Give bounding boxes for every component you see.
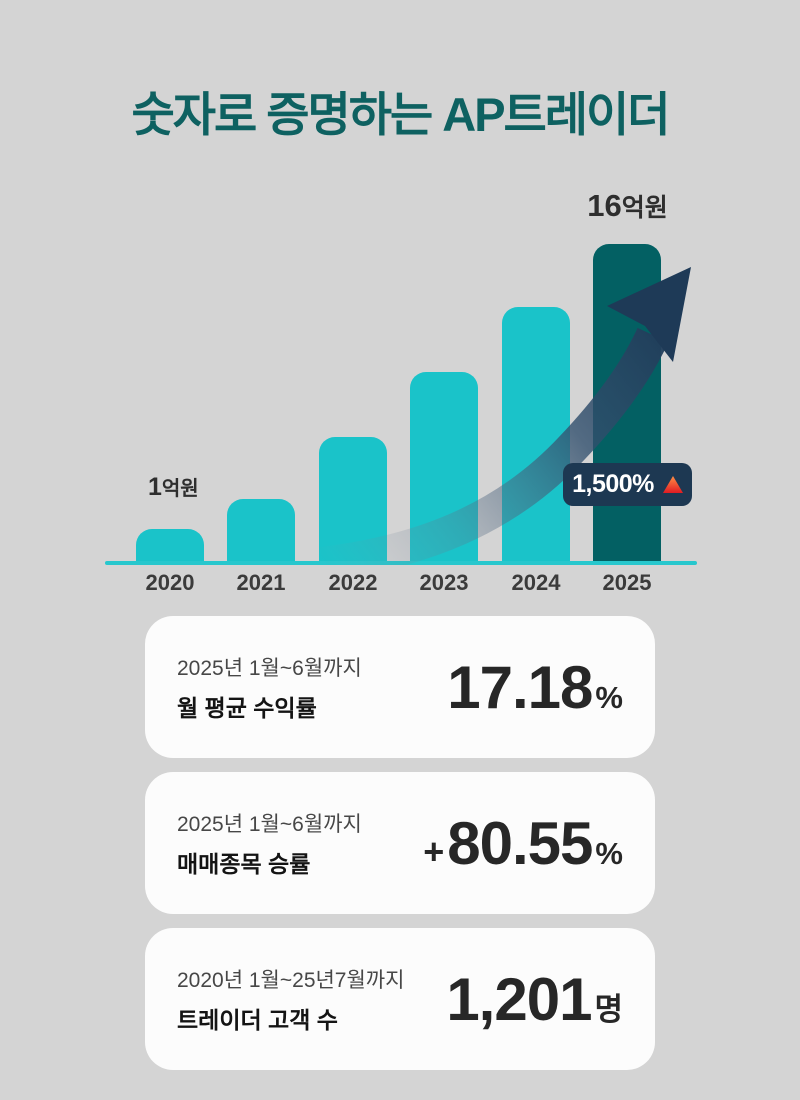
end-value-unit: 억원 — [621, 194, 668, 222]
stat-value: 1,201 명 — [443, 965, 623, 1034]
growth-bar-chart: 2020 2021 2022 2023 2024 2025 1억원 16억원 1,500% — [105, 180, 697, 595]
stat-label: 월 평균 수익률 — [177, 694, 317, 721]
up-triangle-icon — [662, 476, 683, 493]
stat-period: 2025년 1월~6월까지 — [177, 656, 362, 680]
bar-2024 — [502, 307, 570, 563]
stat-value-suffix: 명 — [594, 991, 623, 1027]
stat-label: 매매종목 승률 — [177, 850, 311, 877]
stat-card-text: 2025년 1월~6월까지 매매종목 승률 — [177, 808, 362, 879]
start-value-label: 1억원 — [148, 472, 199, 502]
page-title: 숫자로 증명하는 AP트레이더 — [131, 88, 670, 141]
axis-label-2020: 2020 — [145, 570, 195, 595]
stat-value: 17.18 % — [444, 653, 623, 722]
stat-card-text: 2020년 1월~25년7월까지 트레이더 고객 수 — [177, 964, 404, 1035]
growth-badge-value: 1,500% — [572, 470, 654, 498]
stat-period: 2025년 1월~6월까지 — [177, 812, 362, 836]
stat-card-customer-count: 2020년 1월~25년7월까지 트레이더 고객 수 1,201 명 — [145, 928, 655, 1070]
stat-card-text: 2025년 1월~6월까지 월 평균 수익률 — [177, 652, 362, 723]
axis-label-2024: 2024 — [511, 570, 561, 595]
stat-card-monthly-return: 2025년 1월~6월까지 월 평균 수익률 17.18 % — [145, 616, 655, 758]
end-value-label: 16억원 — [550, 188, 705, 224]
stat-value-number: 17.18 — [447, 653, 593, 721]
axis-label-2025: 2025 — [602, 570, 652, 595]
stat-value-number: 1,201 — [446, 965, 592, 1033]
stat-cards: 2025년 1월~6월까지 월 평균 수익률 17.18 % 2025년 1월~… — [145, 616, 655, 1084]
stat-value-prefix: + — [423, 830, 445, 872]
axis-label-2021: 2021 — [236, 570, 286, 595]
bar-2020 — [136, 529, 204, 563]
bar-2021 — [227, 499, 295, 563]
stat-value-suffix: % — [595, 679, 623, 715]
stat-value: + 80.55 % — [423, 809, 623, 878]
stat-label: 트레이더 고객 수 — [177, 1006, 338, 1033]
stat-value-suffix: % — [595, 835, 623, 871]
stat-card-win-rate: 2025년 1월~6월까지 매매종목 승률 + 80.55 % — [145, 772, 655, 914]
end-value-number: 16 — [587, 188, 622, 223]
growth-arrow-icon — [319, 267, 691, 565]
growth-badge: 1,500% — [563, 463, 692, 506]
axis-label-2023: 2023 — [419, 570, 469, 595]
start-value-number: 1 — [148, 473, 162, 501]
start-value-unit: 억원 — [161, 478, 199, 500]
stat-period: 2020년 1월~25년7월까지 — [177, 968, 405, 992]
stat-value-number: 80.55 — [447, 809, 593, 877]
axis-label-2022: 2022 — [328, 570, 378, 595]
